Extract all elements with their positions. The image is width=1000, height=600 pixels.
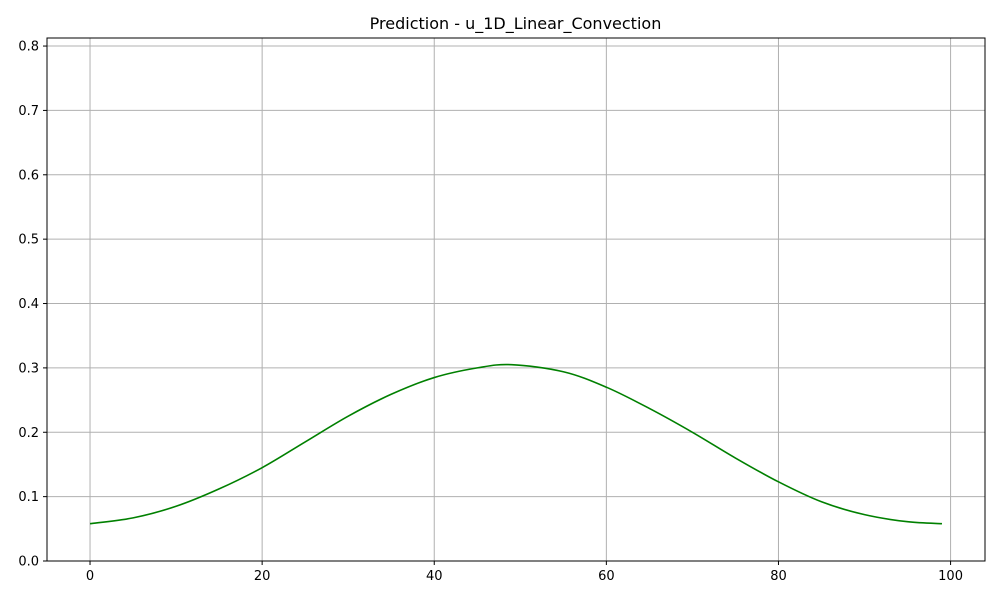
y-tick-label: 0.2 — [18, 426, 39, 441]
y-tick-label: 0.5 — [18, 233, 39, 248]
y-tick-label: 0.0 — [18, 555, 39, 570]
y-tick-label: 0.4 — [18, 297, 39, 312]
x-tick-label: 40 — [426, 569, 443, 584]
y-tick-label: 0.8 — [18, 40, 39, 55]
chart-title: Prediction - u_1D_Linear_Convection — [370, 14, 662, 34]
plot-frame — [46, 37, 986, 562]
x-tick-label: 20 — [254, 569, 271, 584]
x-tick-label: 60 — [598, 569, 615, 584]
x-tick-label: 100 — [938, 569, 963, 584]
x-tick-label: 80 — [770, 569, 787, 584]
y-tick-label: 0.6 — [18, 168, 39, 183]
y-tick-label: 0.7 — [18, 104, 39, 119]
y-tick-label: 0.1 — [18, 490, 39, 505]
series-line — [89, 363, 943, 525]
grid-lines — [47, 38, 985, 562]
y-tick-label: 0.3 — [18, 361, 39, 376]
x-tick-label: 0 — [86, 569, 94, 584]
axis-ticks: 0 20 40 60 80 100 0.0 0.1 0.2 0.3 0.4 0.5 0.6 0.7 0.8 — [18, 40, 963, 584]
series-lines — [89, 363, 943, 525]
